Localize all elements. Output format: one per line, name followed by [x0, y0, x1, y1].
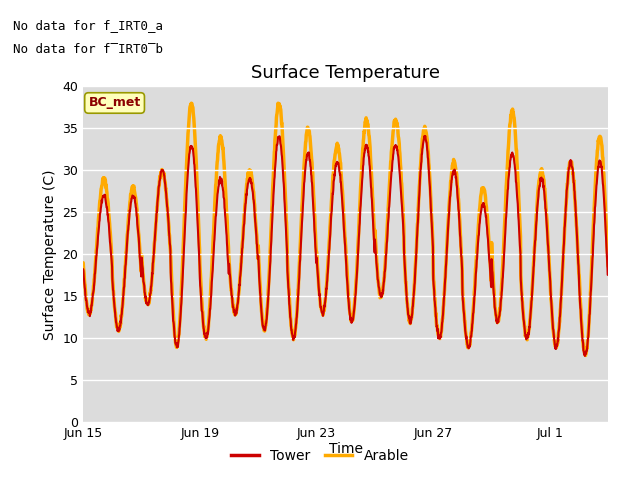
Text: BC_met: BC_met: [88, 96, 141, 109]
X-axis label: Time: Time: [328, 442, 363, 456]
Title: Surface Temperature: Surface Temperature: [251, 64, 440, 82]
Text: No data for f_IRT0_a: No data for f_IRT0_a: [13, 19, 163, 32]
Legend: Tower, Arable: Tower, Arable: [226, 443, 414, 468]
Text: No data for f̅IRT0̅b: No data for f̅IRT0̅b: [13, 43, 163, 56]
Y-axis label: Surface Temperature (C): Surface Temperature (C): [43, 169, 57, 340]
